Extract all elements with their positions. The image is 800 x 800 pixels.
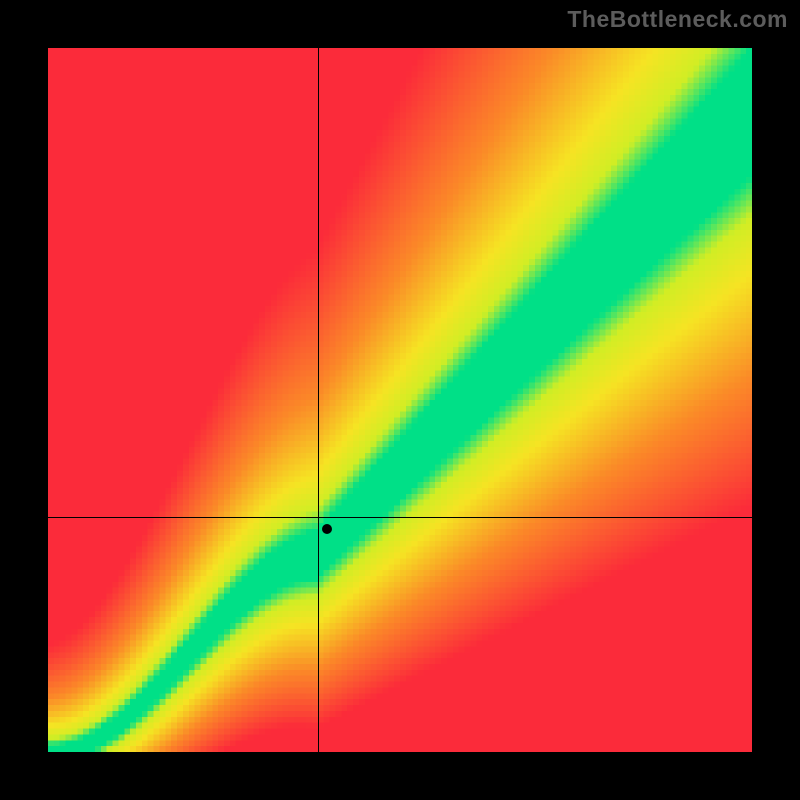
crosshair-horizontal — [48, 517, 752, 518]
crosshair-vertical — [318, 48, 319, 752]
bottleneck-heatmap — [48, 48, 752, 752]
chart-container: TheBottleneck.com — [0, 0, 800, 800]
data-point-marker — [322, 524, 332, 534]
attribution-text: TheBottleneck.com — [567, 6, 788, 33]
